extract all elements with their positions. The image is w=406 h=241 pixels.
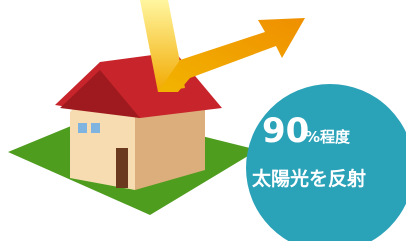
badge-suffix: %程度 — [305, 128, 351, 146]
page: 90 %程度 太陽光を反射 (() => { const data = JSON… — [0, 0, 406, 241]
window — [78, 123, 87, 133]
badge-percent: 90 — [262, 111, 309, 151]
illustration: 90 %程度 太陽光を反射 — [0, 0, 406, 241]
window — [91, 123, 100, 133]
badge — [246, 84, 406, 241]
badge-caption: 太陽光を反射 — [252, 167, 366, 190]
reflected-ray — [158, 18, 305, 92]
door — [116, 148, 128, 188]
